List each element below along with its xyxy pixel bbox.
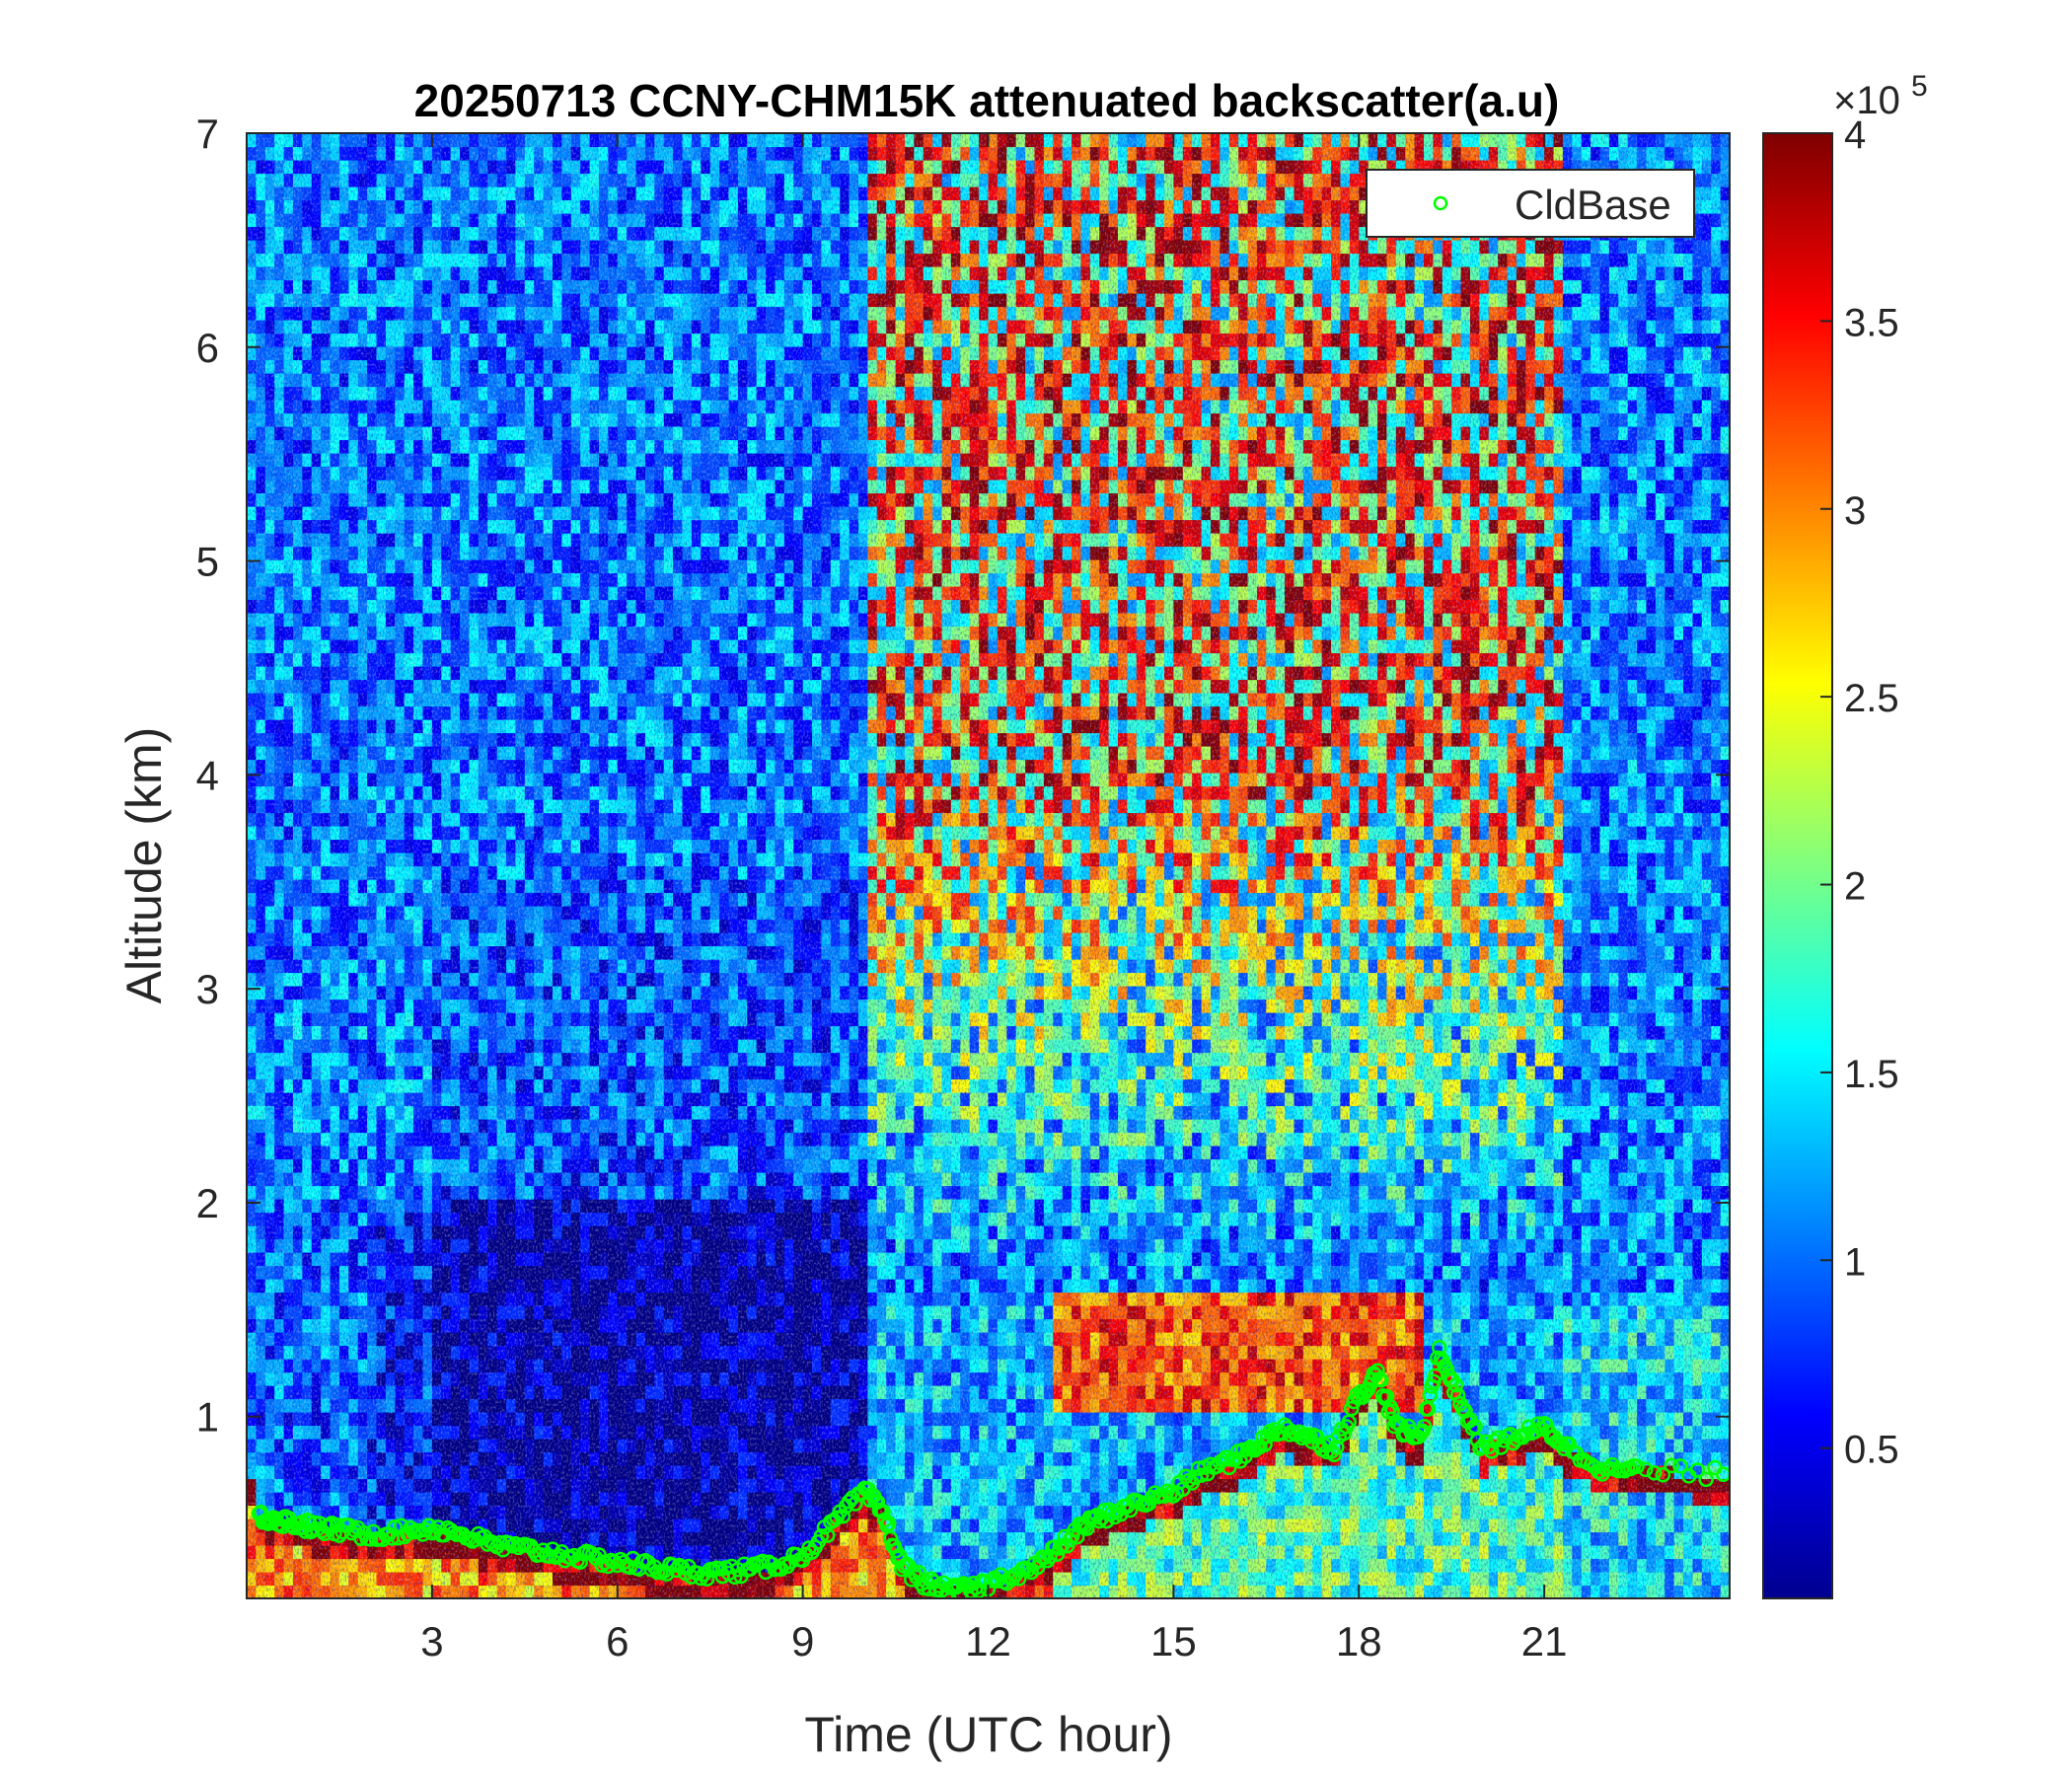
chart-title: 20250713 CCNY-CHM15K attenuated backscat… [414, 75, 1560, 126]
heatmap [247, 133, 1730, 1598]
